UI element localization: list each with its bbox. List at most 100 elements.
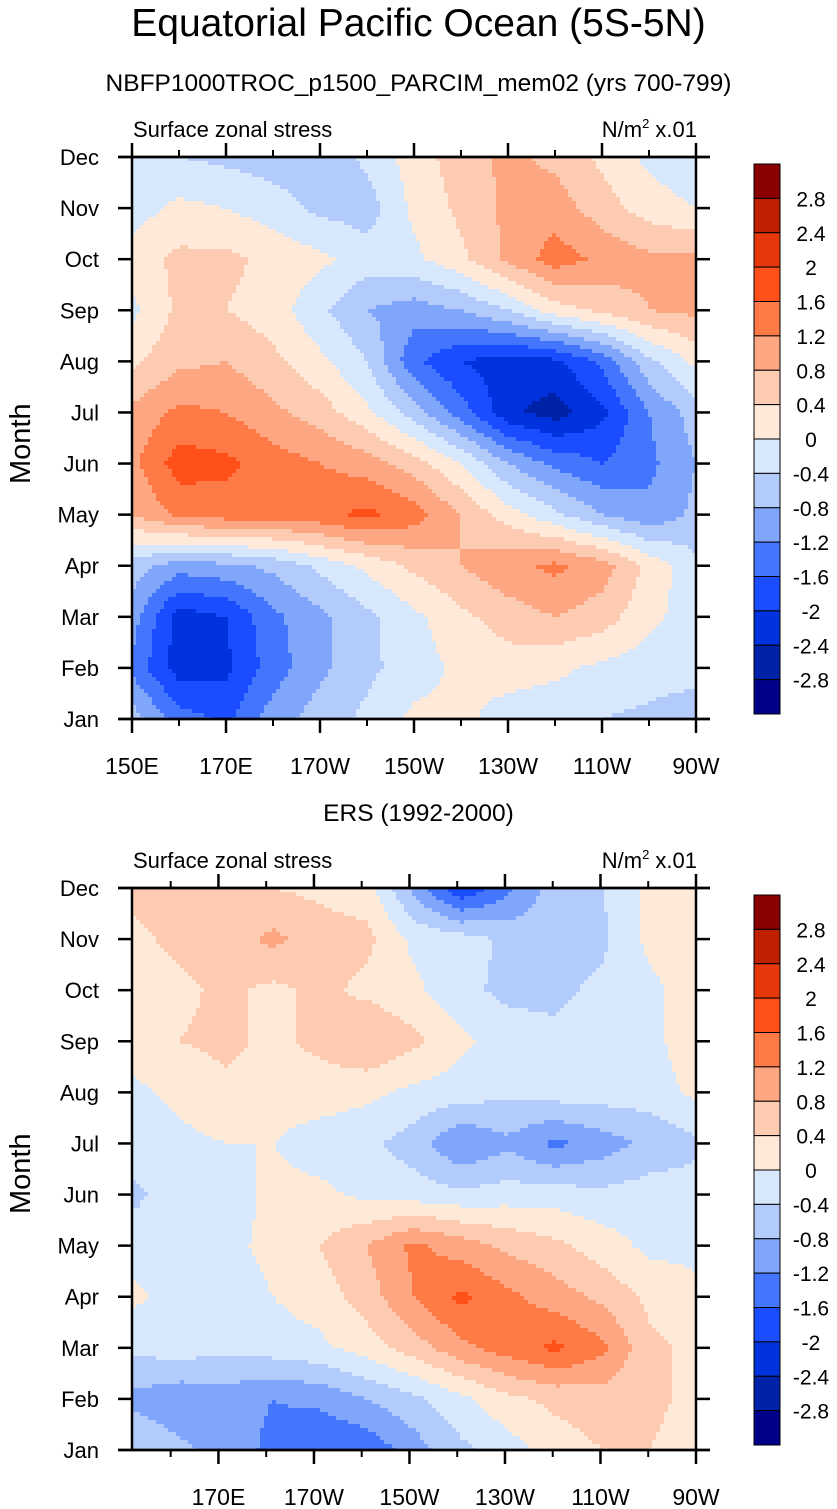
contour-cell xyxy=(596,1220,696,1224)
contour-cell xyxy=(524,409,572,413)
contour-cell xyxy=(476,297,516,301)
contour-cell xyxy=(436,1316,568,1320)
contour-cell xyxy=(300,201,380,205)
contour-cell xyxy=(388,461,428,465)
contour-cell xyxy=(192,1020,248,1024)
contour-cell xyxy=(272,697,312,701)
contour-cell xyxy=(432,1404,480,1408)
contour-cell xyxy=(468,253,500,257)
contour-cell xyxy=(132,701,152,705)
contour-cell xyxy=(664,1000,696,1004)
contour-cell xyxy=(440,165,492,169)
contour-cell xyxy=(428,1400,476,1404)
contour-cell xyxy=(284,1156,396,1160)
contour-cell xyxy=(140,685,164,689)
contour-cell xyxy=(464,1052,668,1056)
contour-cell xyxy=(132,233,284,237)
x-tick-label: 170W xyxy=(284,1484,344,1509)
contour-cell xyxy=(224,165,360,169)
contour-cell xyxy=(576,605,628,609)
contour-cell xyxy=(132,197,176,201)
contour-cell xyxy=(448,1420,500,1424)
contour-cell xyxy=(580,984,664,988)
contour-cell xyxy=(148,217,252,221)
contour-cell xyxy=(316,900,380,904)
contour-cell xyxy=(536,1264,600,1268)
contour-cell xyxy=(468,437,492,441)
contour-cell xyxy=(608,944,644,948)
contour-cell xyxy=(596,968,652,972)
contour-cell xyxy=(452,904,484,908)
contour-cell xyxy=(360,1424,408,1428)
contour-cell xyxy=(168,201,204,205)
contour-cell xyxy=(492,453,524,457)
contour-cell xyxy=(676,1072,696,1076)
contour-cell xyxy=(252,1232,332,1236)
contour-cell xyxy=(572,245,636,249)
contour-cell xyxy=(488,1412,552,1416)
contour-cell xyxy=(264,597,308,601)
contour-cell xyxy=(444,661,596,665)
contour-cell xyxy=(380,1336,420,1340)
contour-cell xyxy=(372,1220,460,1224)
contour-cell xyxy=(356,1352,404,1356)
colorbar-box xyxy=(753,507,781,543)
contour-cell xyxy=(660,393,692,397)
contour-cell xyxy=(132,425,156,429)
contour-cell xyxy=(136,1076,432,1080)
contour-cell xyxy=(628,1340,668,1344)
contour-cell xyxy=(516,437,620,441)
contour-cell xyxy=(456,1060,672,1064)
contour-cell xyxy=(564,185,612,189)
contour-cell xyxy=(176,673,228,677)
contour-cell xyxy=(544,1120,564,1124)
contour-cell xyxy=(376,940,408,944)
contour-cell xyxy=(268,944,276,948)
contour-cell xyxy=(264,1420,348,1424)
contour-cell xyxy=(448,1352,496,1356)
contour-cell xyxy=(276,1140,384,1144)
contour-cell xyxy=(620,613,664,617)
contour-cell xyxy=(176,1432,260,1436)
contour-cell xyxy=(536,477,580,481)
contour-cell xyxy=(132,1260,256,1264)
contour-cell xyxy=(496,1352,604,1356)
contour-cell xyxy=(676,1080,696,1084)
contour-cell xyxy=(404,181,444,185)
contour-cell xyxy=(632,289,696,293)
contour-cell xyxy=(280,1136,392,1140)
contour-cell xyxy=(620,1324,652,1328)
contour-cell xyxy=(364,1068,368,1072)
contour-cell xyxy=(340,1064,380,1068)
contour-cell xyxy=(640,521,664,525)
contour-cell xyxy=(408,369,436,373)
contour-cell xyxy=(228,637,256,641)
contour-cell xyxy=(408,205,448,209)
contour-cell xyxy=(496,209,580,213)
contour-cell xyxy=(404,1248,432,1252)
contour-cell xyxy=(296,313,332,317)
contour-cell xyxy=(248,321,300,325)
contour-cell xyxy=(244,585,292,589)
contour-cell xyxy=(248,992,296,996)
contour-cell xyxy=(460,289,500,293)
contour-cell xyxy=(132,1240,252,1244)
contour-cell xyxy=(132,1088,152,1092)
contour-cell xyxy=(640,904,696,908)
contour-cell xyxy=(664,1016,696,1020)
contour-cell xyxy=(444,405,468,409)
contour-cell xyxy=(564,433,624,437)
contour-cell xyxy=(132,213,156,217)
contour-cell xyxy=(464,1236,552,1240)
x-tick-label: 150E xyxy=(105,753,159,779)
contour-cell xyxy=(132,1220,252,1224)
contour-cell xyxy=(628,417,652,421)
contour-cell xyxy=(324,429,368,433)
contour-cell xyxy=(256,1160,288,1164)
contour-cell xyxy=(392,489,432,493)
contour-cell xyxy=(352,509,376,513)
contour-cell xyxy=(132,1404,268,1408)
contour-cell xyxy=(664,988,696,992)
contour-cell xyxy=(344,413,376,417)
contour-cell xyxy=(384,1144,432,1148)
